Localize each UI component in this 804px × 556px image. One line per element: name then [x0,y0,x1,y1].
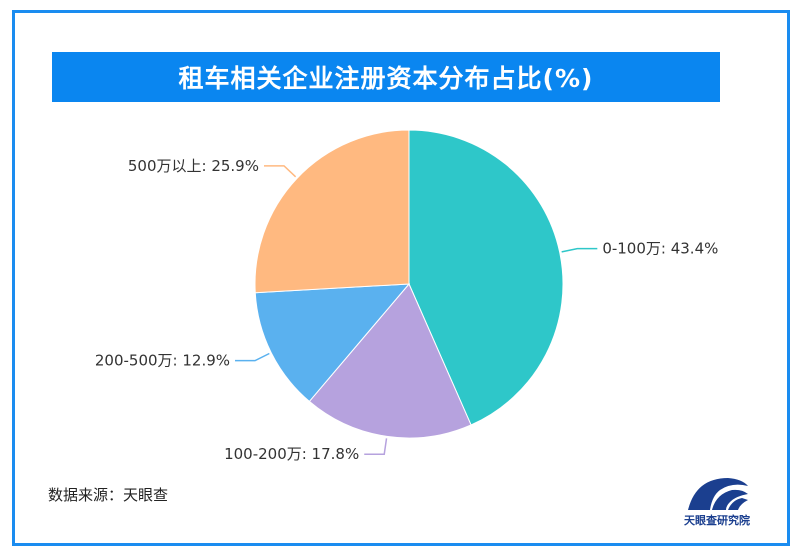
pie-slice [308,283,472,439]
slice-label: 0-100万: 43.4% [602,240,718,258]
leader-line [235,352,270,362]
chart-title: 租车相关企业注册资本分布占比(%) [178,64,594,93]
title-banner: 租车相关企业注册资本分布占比(%) [52,52,720,102]
slice-label: 200-500万: 12.9% [95,352,230,370]
logo-mark-icon [688,478,748,510]
pie-slice [254,283,411,403]
data-source: 数据来源：天眼查 [48,486,169,504]
logo-text: 天眼查研究院 [684,514,750,527]
leader-line [364,438,388,455]
pie-slice [254,129,410,294]
pie-slice [408,129,564,426]
tianyancha-logo: 天眼查研究院 [676,470,758,530]
leader-line [561,247,598,253]
label-leader-lines [235,165,598,455]
slice-label: 500万以上: 25.9% [128,157,259,175]
leader-line [263,165,297,178]
slice-labels: 0-100万: 43.4% 100-200万: 17.8% 200-500万: 12… [95,157,719,463]
slice-label: 100-200万: 17.8% [224,445,359,463]
pie-slices [254,129,564,439]
